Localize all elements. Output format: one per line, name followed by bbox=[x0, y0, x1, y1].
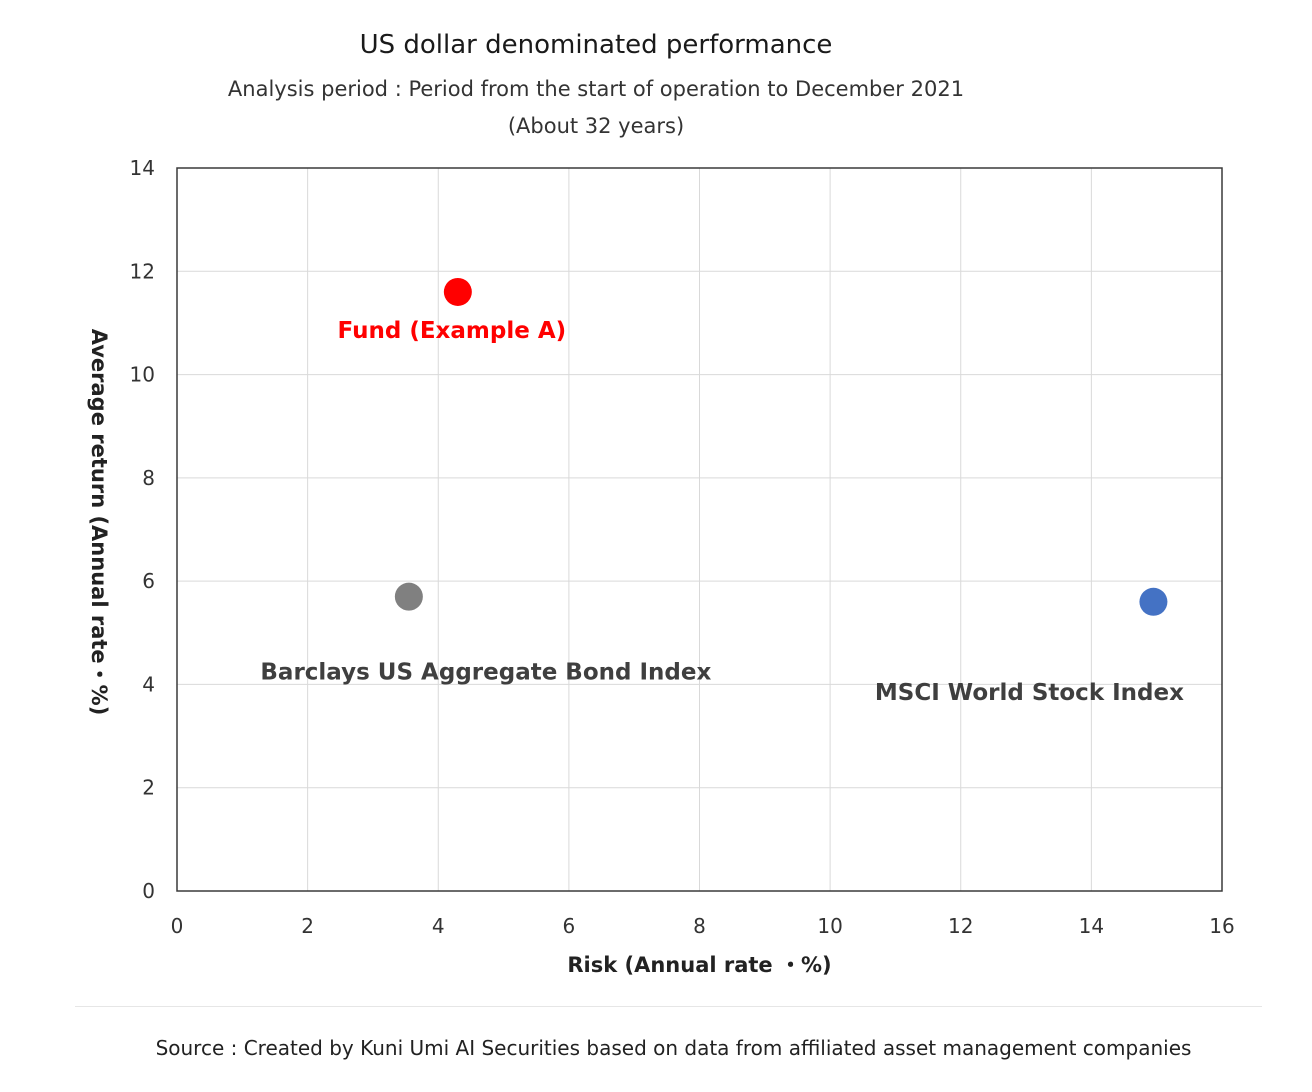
y-tick-label: 2 bbox=[142, 776, 155, 800]
chart-subtitle-period: (About 32 years) bbox=[507, 114, 685, 138]
divider bbox=[75, 1006, 1262, 1007]
point-label: MSCI World Stock Index bbox=[875, 680, 1184, 706]
x-tick-label: 10 bbox=[817, 914, 842, 938]
x-axis-label: Risk (Annual rate ・%) bbox=[567, 953, 831, 977]
x-tick-label: 2 bbox=[301, 914, 314, 938]
x-tick-label: 16 bbox=[1209, 914, 1234, 938]
source-note: Source : Created by Kuni Umi AI Securiti… bbox=[155, 1036, 1192, 1060]
chart-subtitle: Analysis period : Period from the start … bbox=[227, 77, 965, 101]
scatter-chart: 0 2 4 6 8 10 12 14 16 0 2 4 6 8 10 12 14 Risk (Annual rat… bbox=[87, 156, 1235, 977]
x-tick-label: 8 bbox=[693, 914, 706, 938]
y-tick-label: 8 bbox=[142, 466, 155, 490]
y-axis-label: Average return (Annual rate・%) bbox=[87, 329, 111, 716]
scatter-point bbox=[394, 582, 423, 611]
x-tick-label: 0 bbox=[171, 914, 184, 938]
y-tick-label: 12 bbox=[130, 259, 155, 283]
x-tick-label: 4 bbox=[432, 914, 445, 938]
scatter-point bbox=[443, 277, 472, 306]
x-tick-label: 6 bbox=[563, 914, 576, 938]
point-label: Fund (Example A) bbox=[338, 318, 567, 344]
x-tick-label: 14 bbox=[1079, 914, 1104, 938]
scatter-point bbox=[1139, 587, 1168, 616]
y-tick-label: 4 bbox=[142, 672, 155, 696]
y-tick-label: 6 bbox=[142, 569, 155, 593]
plot-area-border bbox=[176, 167, 1223, 892]
x-tick-label: 12 bbox=[948, 914, 973, 938]
point-label: Barclays US Aggregate Bond Index bbox=[260, 660, 711, 686]
y-tick-label: 14 bbox=[130, 156, 155, 180]
y-tick-label: 10 bbox=[130, 363, 155, 387]
y-tick-label: 0 bbox=[142, 879, 155, 903]
chart-title: US dollar denominated performance bbox=[359, 30, 833, 60]
